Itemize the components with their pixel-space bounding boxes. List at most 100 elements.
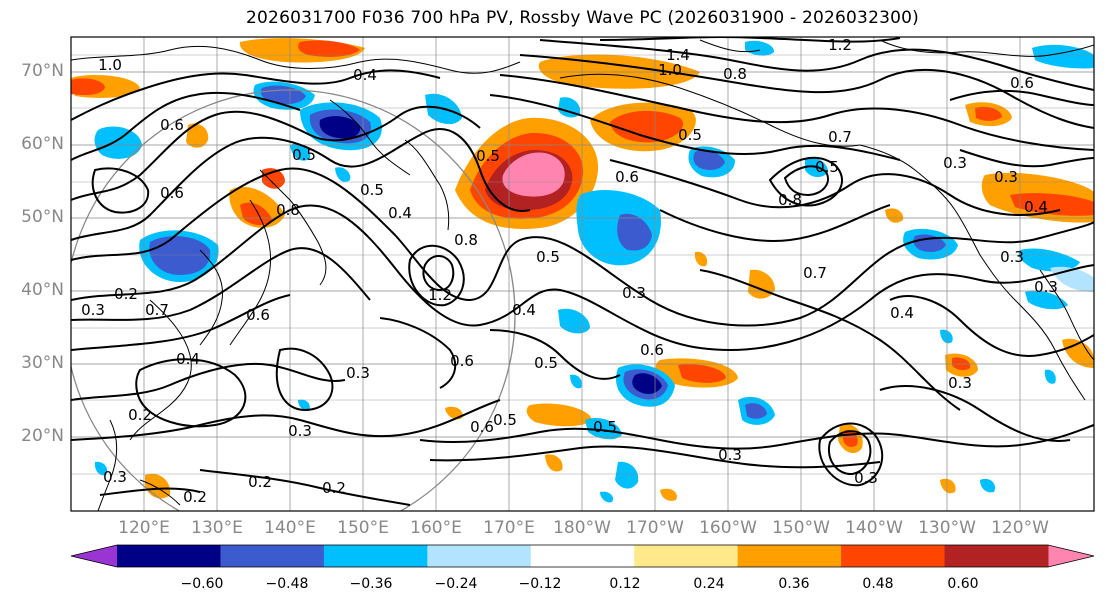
contour-label: 0.7 [145,301,169,319]
contour-label: 0.8 [778,191,802,209]
map-title: 2026031700 F036 700 hPa PV, Rossby Wave … [246,8,919,28]
contour-label: 0.4 [353,66,377,84]
colorbar-tick-label: −0.24 [434,576,478,592]
colorbar-segment [737,545,842,567]
contour-label: 0.4 [1024,198,1048,216]
contour-label: 1.4 [666,46,690,64]
colorbar [70,544,1095,568]
contour-label: 0.8 [454,231,478,249]
contour-label: 1.0 [98,56,122,74]
lon-label: 160°E [410,518,462,538]
colorbar-segment [117,545,221,567]
contour-label: 0.5 [593,418,617,436]
contour-label: 0.6 [470,418,494,436]
lat-label-40n: 40°N [21,280,64,300]
contour-label: 0.6 [160,184,184,202]
contour-label: 0.3 [288,422,312,440]
contour-label: 0.6 [640,341,664,359]
contour-label-layer: 1.4 1.2 1.0 0.8 0.4 0.6 0.5 0.7 0.3 0.6 … [81,36,1058,506]
lat-label-70n: 70°N [21,61,64,81]
contour-label: 0.2 [114,285,138,303]
colorbar-segment [530,545,635,567]
contour-label: 0.5 [678,126,702,144]
colorbar-tick-label: −0.12 [518,576,562,592]
lon-label: 160°W [699,518,757,538]
contour-label: 1.2 [828,36,852,54]
colorbar-tick-label: 0.12 [609,576,641,592]
contour-label: 0.2 [128,406,152,424]
contour-label: 0.3 [943,154,967,172]
contour-label: 0.3 [1000,248,1024,266]
colorbar-extend-high [1048,545,1094,567]
contour-label: 0.6 [615,168,639,186]
pv-contours [71,37,1094,506]
contour-label: 0.4 [176,350,200,368]
colorbar-tick-label: 0.48 [862,576,894,592]
contour-label: 0.6 [450,352,474,370]
contour-label: 0.3 [103,468,127,486]
contour-label: 0.5 [534,354,558,372]
contour-label: 0.7 [828,128,852,146]
contour-label: 1.0 [658,61,682,79]
lat-label-30n: 30°N [21,353,64,373]
contour-label: 0.5 [815,158,839,176]
contour-label: 0.7 [803,264,827,282]
lon-label: 170°E [483,518,535,538]
contour-label: 0.5 [292,146,316,164]
contour-label: 0.3 [622,284,646,302]
lat-label-60n: 60°N [21,134,64,154]
contour-label: 0.3 [346,364,370,382]
contour-label: 0.5 [493,411,517,429]
contour-label: 0.6 [160,116,184,134]
lon-label: 170°W [626,518,684,538]
colorbar-segment [323,545,428,567]
contour-label: 0.3 [1034,278,1058,296]
contour-label: 0.3 [81,301,105,319]
colorbar-tick-label: 0.24 [693,576,725,592]
contour-label: 0.3 [948,374,972,392]
colorbar-segment [634,545,739,567]
colorbar-tick-label: 0.36 [778,576,810,592]
contour-label: 0.5 [476,147,500,165]
contour-label: 1.2 [428,286,452,304]
contour-label: 0.3 [854,469,878,487]
colorbar-tick-label: −0.48 [265,576,309,592]
contour-label: 0.6 [246,306,270,324]
contour-label: 0.4 [388,204,412,222]
lon-label: 140°E [264,518,316,538]
colorbar-segment [841,545,946,567]
lon-label: 120°E [118,518,170,538]
contour-label: 0.5 [360,181,384,199]
colorbar-extend-low [71,545,117,567]
lon-label: 140°W [845,518,903,538]
range-circle [71,89,516,511]
contour-label: 0.2 [248,473,272,491]
lon-label: 150°E [337,518,389,538]
contour-label: 0.3 [994,168,1018,186]
lon-label: 130°W [918,518,976,538]
plot-frame [70,36,1095,512]
colorbar-segment [220,545,325,567]
colorbar-tick-label: −0.36 [349,576,393,592]
colorbar-segment [427,545,532,567]
lat-label-50n: 50°N [21,207,64,227]
contour-label: 0.5 [536,248,560,266]
contour-label: 0.8 [723,65,747,83]
contour-label: 0.8 [276,201,300,219]
contour-label: 0.2 [322,479,346,497]
lon-label: 150°W [772,518,830,538]
contour-label: 0.6 [1010,74,1034,92]
lon-label: 120°W [991,518,1049,538]
colorbar-segment [944,545,1049,567]
lon-label: 130°E [191,518,243,538]
contour-label: 0.4 [890,304,914,322]
colorbar-tick-label: −0.60 [180,576,224,592]
contour-label: 0.4 [512,301,536,319]
colorbar-tick-label: 0.60 [947,576,979,592]
lat-label-20n: 20°N [21,426,64,446]
contour-label: 0.2 [183,488,207,506]
contour-label: 0.3 [718,446,742,464]
pv-anomaly-shading [71,38,1094,503]
coastlines [71,39,1094,511]
